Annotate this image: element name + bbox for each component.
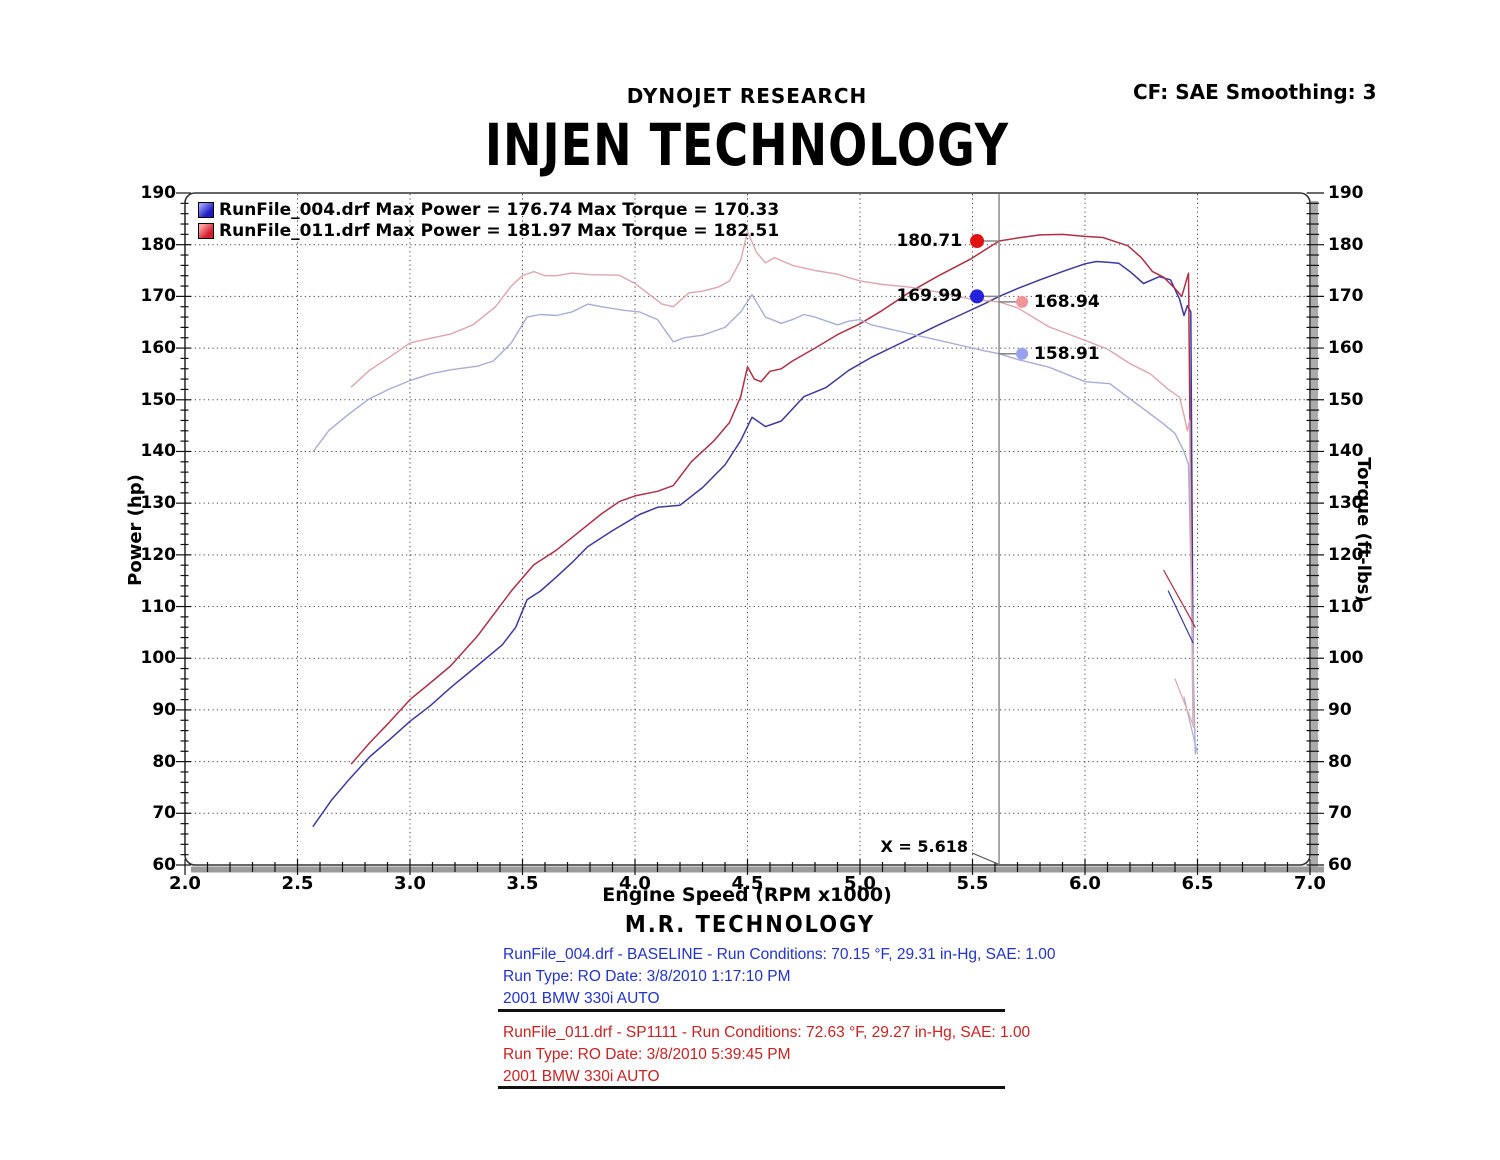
curve-torque-baseline-004 xyxy=(312,294,1197,755)
power-tick-label: 60 xyxy=(152,855,176,875)
power-tick-label: 140 xyxy=(140,441,177,462)
torque-tick-label: 180 xyxy=(1328,234,1364,255)
rpm-tick-label: 2.5 xyxy=(281,873,314,894)
curve-power-baseline-rundown-tail xyxy=(1167,590,1194,644)
torque-tick-label: 160 xyxy=(1328,338,1364,359)
curve-torque-modified-rundown-tail xyxy=(1174,678,1196,732)
rpm-tick-label: 4.5 xyxy=(731,873,764,894)
marker-value-label: 158.91 xyxy=(1034,343,1100,364)
cursor-label-pointer xyxy=(971,852,999,865)
curve-power-modified-rundown-tail xyxy=(1163,569,1196,628)
run-info-line: RunFile_004.drf - BASELINE - Run Conditi… xyxy=(503,946,1056,963)
power-tick-label: 80 xyxy=(152,751,176,772)
legend-torque-label: Max Torque = 170.33 xyxy=(577,199,780,220)
dyno-chart: RunFile_004.drf Max Power = 176.74 Max T… xyxy=(125,183,1374,906)
chart-legend: RunFile_004.drf Max Power = 176.74 Max T… xyxy=(198,199,958,241)
run-info-line: 2001 BMW 330i AUTO xyxy=(503,990,660,1007)
power-tick-label: 190 xyxy=(140,183,177,203)
power-tick-label: 150 xyxy=(140,389,177,410)
curve-torque-modified-011 xyxy=(350,230,1194,727)
run-info-line: Run Type: RO Date: 3/8/2010 1:17:10 PM xyxy=(503,968,791,985)
torque-tick-label: 60 xyxy=(1328,855,1352,875)
marker-dot-icon xyxy=(1016,295,1029,308)
legend-row-baseline: RunFile_004.drf Max Power = 176.74 Max T… xyxy=(198,199,958,220)
rpm-tick-label: 4.0 xyxy=(619,873,651,894)
marker-value-label: 180.71 xyxy=(896,231,963,252)
axis-shadow-bottom xyxy=(191,866,1324,873)
torque-tick-label: 110 xyxy=(1328,596,1364,617)
legend-torque-label: Max Torque = 182.51 xyxy=(577,220,780,241)
run-info-line: Run Type: RO Date: 3/8/2010 5:39:45 PM xyxy=(503,1046,791,1063)
torque-tick-label: 100 xyxy=(1328,648,1364,669)
marker-dot-icon xyxy=(970,289,985,304)
legend-row-modified: RunFile_011.drf Max Power = 181.97 Max T… xyxy=(198,220,958,241)
torque-tick-label: 130 xyxy=(1328,493,1364,514)
rpm-tick-label: 2.0 xyxy=(169,873,201,894)
rpm-axis-title: Engine Speed (RPM x1000) xyxy=(602,884,892,906)
legend-file-power-label: RunFile_004.drf Max Power = 176.74 xyxy=(219,199,573,220)
rpm-tick-label: 3.5 xyxy=(506,873,539,894)
curve-power-modified-011 xyxy=(350,233,1193,765)
divider-line xyxy=(498,1009,1005,1012)
torque-tick-label: 120 xyxy=(1328,544,1364,565)
power-tick-label: 160 xyxy=(140,338,177,359)
curve-power-baseline-004 xyxy=(312,260,1194,827)
chart-canvas xyxy=(176,192,1324,875)
run-info-line: 2001 BMW 330i AUTO xyxy=(503,1068,660,1085)
power-tick-label: 120 xyxy=(140,544,177,565)
legend-swatch-red-icon xyxy=(198,222,214,239)
rpm-tick-label: 5.5 xyxy=(956,873,989,894)
torque-tick-label: 190 xyxy=(1328,183,1364,203)
rpm-tick-label: 3.0 xyxy=(394,873,426,894)
power-tick-label: 170 xyxy=(140,286,177,307)
run-info-line: RunFile_011.drf - SP1111 - Run Condition… xyxy=(503,1024,1031,1041)
power-tick-label: 100 xyxy=(140,648,177,669)
torque-axis-title: Torque (ft-lbs) xyxy=(1353,457,1374,603)
run-info-baseline: RunFile_004.drf - BASELINE - Run Conditi… xyxy=(503,944,1063,1010)
rpm-tick-label: 6.5 xyxy=(1181,873,1214,894)
divider-line xyxy=(498,1086,1005,1089)
correction-smoothing-label: CF: SAE Smoothing: 3 xyxy=(1133,80,1377,104)
power-tick-label: 110 xyxy=(140,596,177,617)
rpm-tick-label: 5.0 xyxy=(844,873,876,894)
legend-file-power-label: RunFile_011.drf Max Power = 181.97 xyxy=(219,220,573,241)
power-tick-label: 70 xyxy=(152,803,176,824)
cursor-position-label: X = 5.618 xyxy=(880,837,969,856)
marker-dot-icon xyxy=(970,234,985,249)
marker-value-label: 169.99 xyxy=(896,286,963,307)
power-tick-label: 90 xyxy=(152,699,176,720)
torque-tick-label: 70 xyxy=(1328,803,1352,824)
torque-tick-label: 80 xyxy=(1328,751,1352,772)
torque-tick-label: 140 xyxy=(1328,441,1364,462)
rpm-tick-label: 7.0 xyxy=(1294,873,1326,894)
brand-header: DYNOJET RESEARCH xyxy=(626,84,868,108)
rpm-tick-label: 6.0 xyxy=(1069,873,1101,894)
torque-tick-label: 90 xyxy=(1328,699,1352,720)
torque-tick-label: 150 xyxy=(1328,389,1364,410)
legend-swatch-blue-icon xyxy=(198,201,214,218)
power-tick-label: 130 xyxy=(140,493,177,514)
torque-tick-label: 170 xyxy=(1328,286,1364,307)
marker-value-label: 168.94 xyxy=(1034,291,1100,312)
run-info-modified: RunFile_011.drf - SP1111 - Run Condition… xyxy=(503,1022,1063,1088)
page-title: INJEN TECHNOLOGY xyxy=(484,111,1010,179)
marker-dot-icon xyxy=(1016,347,1029,360)
power-axis-title: Power (hp) xyxy=(125,474,146,586)
power-tick-label: 180 xyxy=(140,234,177,255)
mr-technology-label: M.R. TECHNOLOGY xyxy=(624,910,876,938)
